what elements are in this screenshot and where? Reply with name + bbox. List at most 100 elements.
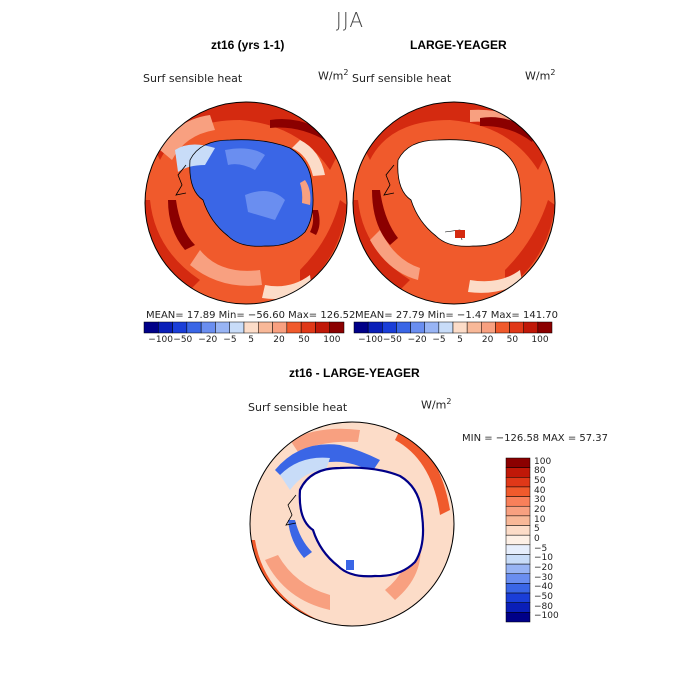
colorbar-tick-label: −5 (534, 543, 548, 554)
colorbar-tick-label: 30 (534, 495, 546, 506)
colorbar-tick-label: −5 (432, 335, 446, 345)
colorbar-swatch (505, 612, 531, 623)
panel-1-title: zt16 (yrs 1-1) (211, 38, 285, 52)
colorbar-tick-label: 20 (273, 335, 285, 345)
colorbar-tick-label: −5 (223, 335, 237, 345)
colorbar-vertical (505, 457, 531, 623)
colorbar-swatch (505, 505, 531, 517)
map-panel-1 (145, 102, 347, 304)
colorbar-tick-label: −20 (407, 335, 427, 345)
colorbar-swatch (537, 321, 553, 334)
panel-2-units: W/m2 (525, 68, 556, 83)
colorbar-swatch (495, 321, 510, 334)
colorbar-tick-label: 50 (534, 476, 546, 487)
colorbar-swatch (329, 321, 345, 334)
colorbar-tick-label: 5 (248, 335, 255, 345)
colorbar-swatch (424, 321, 440, 334)
panel-3-variable-label: Surf sensible heat (248, 401, 348, 414)
colorbar-swatch (286, 321, 302, 334)
colorbar-tick-label: 80 (534, 466, 546, 477)
map-1-border (144, 101, 348, 305)
colorbar-swatch (505, 554, 531, 565)
colorbar-swatch (172, 321, 188, 334)
colorbar-1 (143, 321, 345, 334)
colorbar-swatch (505, 477, 531, 488)
map-3-border (249, 421, 455, 627)
colorbar-swatch (382, 321, 397, 334)
colorbar-tick-label: 5 (534, 524, 540, 535)
panel-2-stats: MEAN= 27.79 Min= −1.47 Max= 141.70 (355, 310, 558, 321)
colorbar-swatch (143, 321, 159, 334)
colorbar-swatch (186, 321, 202, 334)
panel-1-stats: MEAN= 17.89 Min= −56.60 Max= 126.52 (146, 310, 356, 321)
colorbar-tick-label: 50 (298, 335, 310, 345)
colorbar-tick-label: 100 (323, 335, 341, 345)
panel-1-variable-label: Surf sensible heat (143, 72, 243, 85)
colorbar-swatch (505, 457, 531, 468)
colorbar-swatch (452, 321, 468, 334)
colorbar-tick-label: −80 (534, 601, 553, 612)
colorbar-swatch (243, 321, 259, 334)
colorbar-swatch (200, 321, 216, 334)
colorbar-tick-label: −40 (534, 582, 553, 593)
colorbar-tick-label: 100 (534, 456, 552, 467)
panel-3-stats: MIN = −126.58 MAX = 57.37 (462, 433, 609, 444)
colorbar-swatch (505, 467, 531, 478)
colorbar-swatch (505, 573, 531, 584)
colorbar-tick-label: −50 (382, 335, 402, 345)
panel-1-units: W/m2 (318, 68, 349, 83)
colorbar-swatch (215, 321, 230, 334)
colorbar-swatch (438, 321, 454, 334)
map-panel-2 (353, 102, 555, 304)
colorbar-tick-label: 20 (481, 335, 494, 345)
colorbar-tick-label: −100 (534, 611, 559, 622)
colorbar-swatch (481, 321, 496, 334)
colorbar-tick-label: 50 (506, 335, 519, 345)
colorbar-swatch (509, 321, 524, 334)
colorbar-tick-label: −50 (534, 591, 553, 602)
colorbar-swatch (505, 544, 531, 555)
colorbar-swatch (505, 592, 531, 603)
colorbar-swatch (505, 534, 531, 546)
colorbar-swatch (523, 321, 539, 334)
colorbar-swatch (505, 515, 531, 526)
colorbar-tick-label: 40 (534, 485, 546, 496)
colorbar-tick-label: −20 (198, 335, 218, 345)
panel-3-title: zt16 - LARGE-YEAGER (289, 366, 420, 380)
colorbar-swatch (300, 321, 316, 334)
figure-title: JJA (335, 8, 365, 32)
colorbar-tick-label: 100 (531, 335, 549, 345)
panel-2-title: LARGE-YEAGER (410, 38, 507, 52)
colorbar-tick-label: −50 (173, 335, 193, 345)
colorbar-tick-label: 5 (457, 335, 463, 345)
colorbar-swatch (466, 321, 482, 334)
colorbar-tick-label: −30 (534, 572, 553, 583)
colorbar-swatch (396, 321, 411, 334)
colorbar-swatch (367, 321, 383, 334)
colorbar-swatch (353, 321, 369, 334)
colorbar-swatch (505, 563, 531, 575)
colorbar-2 (353, 321, 553, 334)
panel-3-units: W/m2 (421, 397, 452, 412)
colorbar-tick-label: 10 (534, 514, 546, 525)
colorbar-swatch (258, 321, 273, 334)
panel-2-variable-label: Surf sensible heat (352, 72, 452, 85)
colorbar-tick-label: 0 (534, 534, 540, 544)
colorbar-tick-label: −20 (534, 562, 553, 573)
colorbar-tick-label: 20 (534, 505, 546, 516)
colorbar-swatch (505, 496, 531, 507)
map-2-border (352, 101, 556, 305)
colorbar-swatch (505, 525, 531, 536)
map-panel-3 (250, 422, 454, 626)
colorbar-tick-label: −10 (534, 553, 553, 564)
colorbar-swatch (315, 321, 330, 334)
colorbar-swatch (158, 321, 173, 334)
colorbar-swatch (229, 321, 245, 334)
colorbar-swatch (505, 602, 531, 613)
colorbar-tick-label: −100 (148, 335, 174, 345)
colorbar-tick-label: −100 (358, 335, 383, 345)
colorbar-swatch (505, 583, 531, 594)
colorbar-swatch (505, 486, 531, 497)
